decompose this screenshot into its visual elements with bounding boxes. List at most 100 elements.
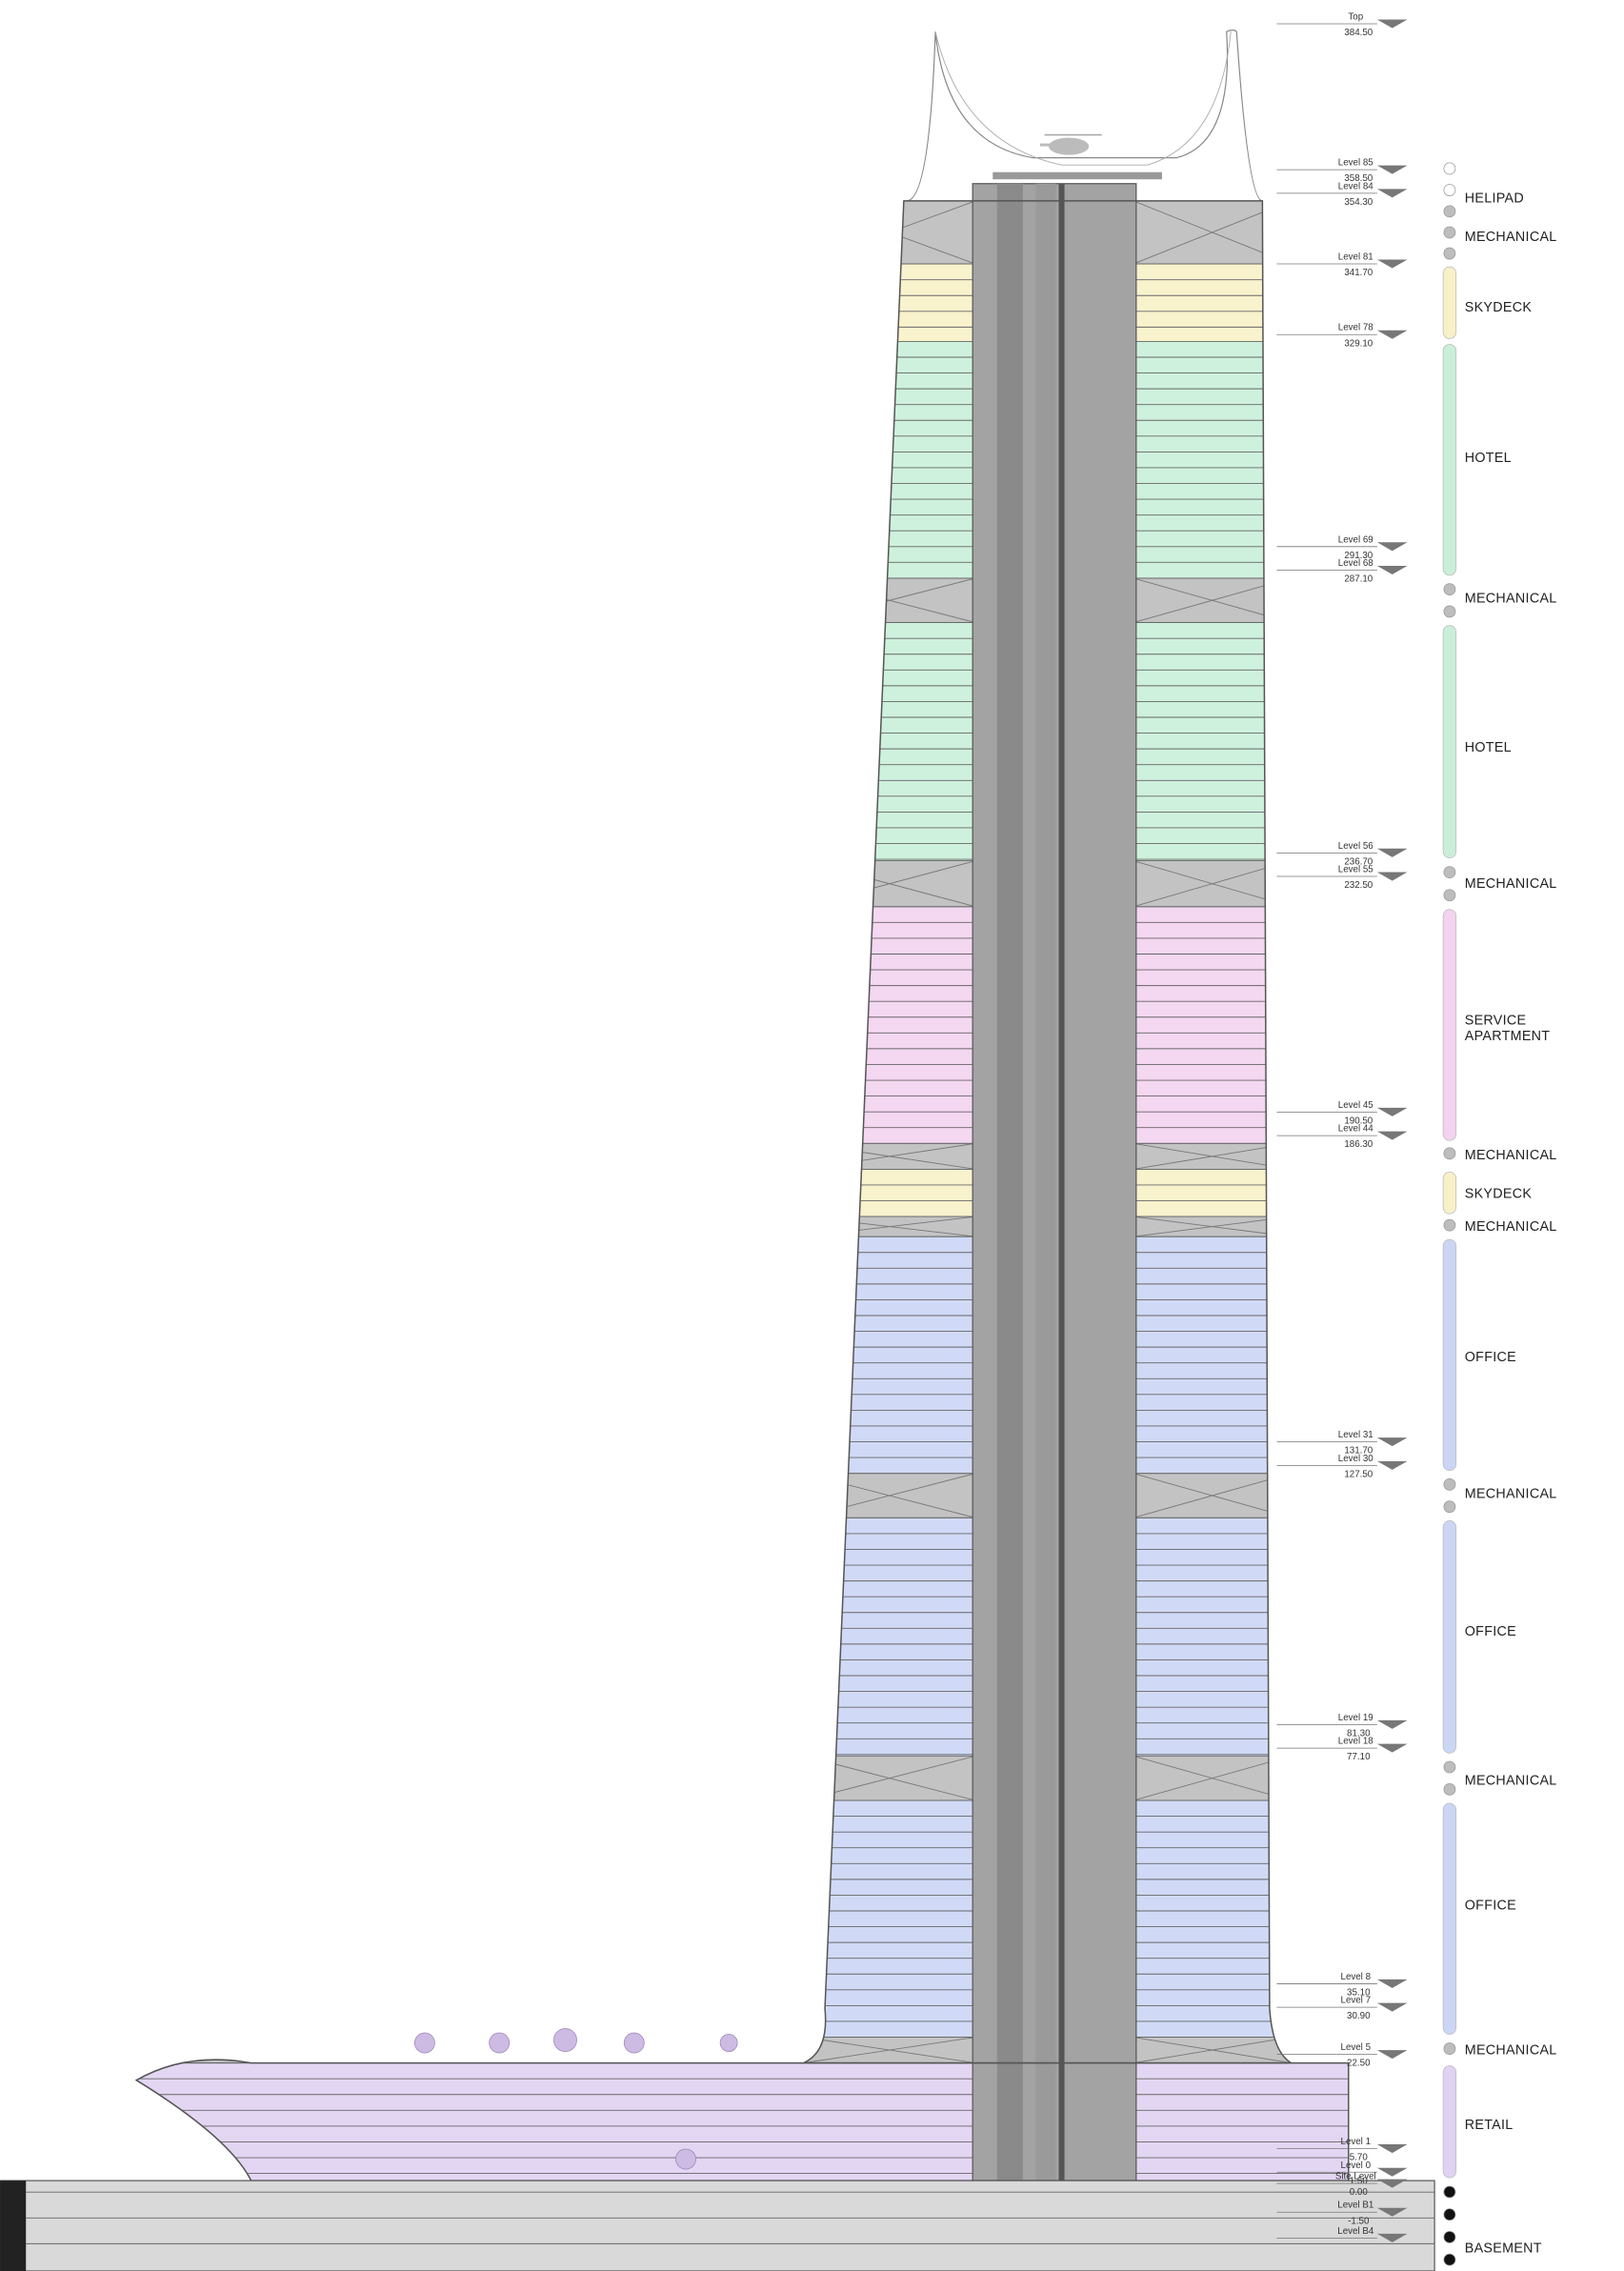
legend-label-box: SERVICE APARTMENT [1464, 1013, 1551, 1045]
legend-dot [1443, 205, 1456, 218]
legend-label-box: MECHANICAL [1464, 229, 1557, 245]
crown-outline [906, 30, 1263, 202]
zone-fill [136, 1169, 1349, 1217]
level-marker [1376, 1743, 1408, 1753]
legend-dot [1443, 1760, 1456, 1774]
level-elevation: 190.50 [1344, 1115, 1373, 1126]
level-marker [1376, 2233, 1408, 2242]
legend-dot [1443, 1782, 1456, 1796]
legend-label: RETAIL [1464, 2117, 1514, 2133]
level-elevation: 341.70 [1344, 268, 1373, 278]
helicopter [1039, 133, 1102, 155]
legend-dot [1443, 247, 1456, 260]
legend-dot [1443, 226, 1456, 239]
legend-dot [1443, 2253, 1456, 2266]
legend-label-box: MECHANICAL [1465, 591, 1557, 607]
level-elevation: 287.10 [1344, 574, 1373, 585]
legend-label-box: SKYDECK [1464, 1185, 1533, 1202]
truss [803, 1142, 1292, 1170]
zone-fill [136, 1517, 1349, 1757]
level-name: Level 45 [1338, 1100, 1373, 1111]
legend-label: SKYDECK [1464, 1185, 1533, 1202]
level-marker [1376, 189, 1408, 198]
zone-fill [136, 1216, 1349, 1237]
legend-label: MECHANICAL [1464, 1485, 1557, 1502]
zone-fill [136, 1143, 1349, 1170]
level-elevation: 291.30 [1344, 551, 1373, 561]
level-elevation: 354.30 [1344, 197, 1373, 208]
zone-fill [136, 622, 1349, 861]
program-legend: HELIPAD MECHANICAL SKYDECK HOTEL MECHANICAL H… [1442, 162, 1557, 2266]
level-name: Level 7 [1341, 1996, 1372, 2006]
level-name: Level 78 [1338, 323, 1373, 333]
level-name: Level 8 [1341, 1972, 1372, 1982]
core-wall [1058, 183, 1065, 2271]
level-name: Level 1 [1341, 2137, 1372, 2147]
legend-bar [1442, 1172, 1457, 1215]
zone-fill [136, 577, 1349, 623]
legend-label-box: MECHANICAL [1465, 1218, 1557, 1235]
legend-bar [1442, 1802, 1457, 2035]
legend-label: MECHANICAL [1464, 1147, 1557, 1163]
level-marker [1376, 1719, 1408, 1729]
legend-label: HOTEL [1464, 450, 1512, 466]
level-marker [1376, 165, 1408, 174]
legend-label: MECHANICAL [1464, 2041, 1557, 2059]
podium-trees [413, 2028, 738, 2170]
legend-bar [1442, 1519, 1457, 1754]
legend-label-box: HOTEL [1464, 739, 1512, 755]
level-marker [1376, 1131, 1408, 1140]
legend-label: SERVICE APARTMENT [1464, 1013, 1551, 1045]
legend-dot [1443, 162, 1456, 175]
level-marker [1376, 542, 1408, 552]
level-elevation: 81.30 [1347, 1728, 1371, 1738]
legend-label-box: OFFICE [1465, 1349, 1516, 1365]
core-shaft [1035, 183, 1056, 2271]
level-marker [1376, 330, 1408, 339]
legend-label-box: MECHANICAL [1465, 1773, 1557, 1789]
truss [803, 1755, 1292, 1801]
legend-dot [1443, 1218, 1456, 1232]
zone-fill [136, 1800, 1349, 2038]
legend-label: OFFICE [1464, 1897, 1517, 1914]
truss [803, 860, 1292, 908]
legend-bar [1442, 625, 1457, 858]
truss [803, 2037, 1292, 2064]
level-name: Site Level [1335, 2172, 1376, 2182]
legend-label-box: OFFICE [1465, 1623, 1516, 1639]
legend-label: MECHANICAL [1464, 229, 1557, 245]
level-elevation: 22.50 [1347, 2059, 1371, 2069]
basement [0, 2180, 1435, 2271]
level-marker [1376, 848, 1408, 857]
level-marker [1376, 1460, 1408, 1470]
level-marker [1376, 566, 1408, 575]
zone-fill [136, 264, 1349, 342]
level-name: Level 55 [1338, 865, 1373, 875]
zone-fill [136, 341, 1349, 578]
zone-fill [136, 200, 1349, 265]
legend-dot [1443, 1500, 1456, 1514]
basement-wall [0, 2181, 27, 2271]
zone-fill [136, 1473, 1349, 1518]
core-shaft [996, 183, 1023, 2271]
level-elevation: 1.50 [1350, 2176, 1369, 2186]
zone-fill [136, 1756, 1349, 1801]
level-elevation: 5.70 [1350, 2153, 1369, 2163]
legend-bar [1442, 266, 1457, 339]
level-elevation: 30.90 [1347, 2011, 1371, 2021]
level-elevation: 131.70 [1344, 1446, 1373, 1457]
legend-label-box: OFFICE [1464, 1897, 1517, 1914]
level-elevation: 127.50 [1344, 1469, 1373, 1479]
legend-label: HOTEL [1464, 739, 1512, 755]
level-elevation: 358.50 [1344, 173, 1373, 184]
legend-dot [1443, 2231, 1456, 2243]
level-elevation: 384.50 [1344, 28, 1373, 38]
legend-label-box: HOTEL [1464, 450, 1512, 466]
level-marker [1376, 2179, 1408, 2188]
level-name: Level 44 [1338, 1124, 1373, 1135]
legend-dot [1443, 2042, 1456, 2055]
legend-bar [1442, 909, 1457, 1141]
level-elevation: 77.10 [1347, 1752, 1371, 1762]
level-elevation: -1.50 [1348, 2216, 1370, 2226]
